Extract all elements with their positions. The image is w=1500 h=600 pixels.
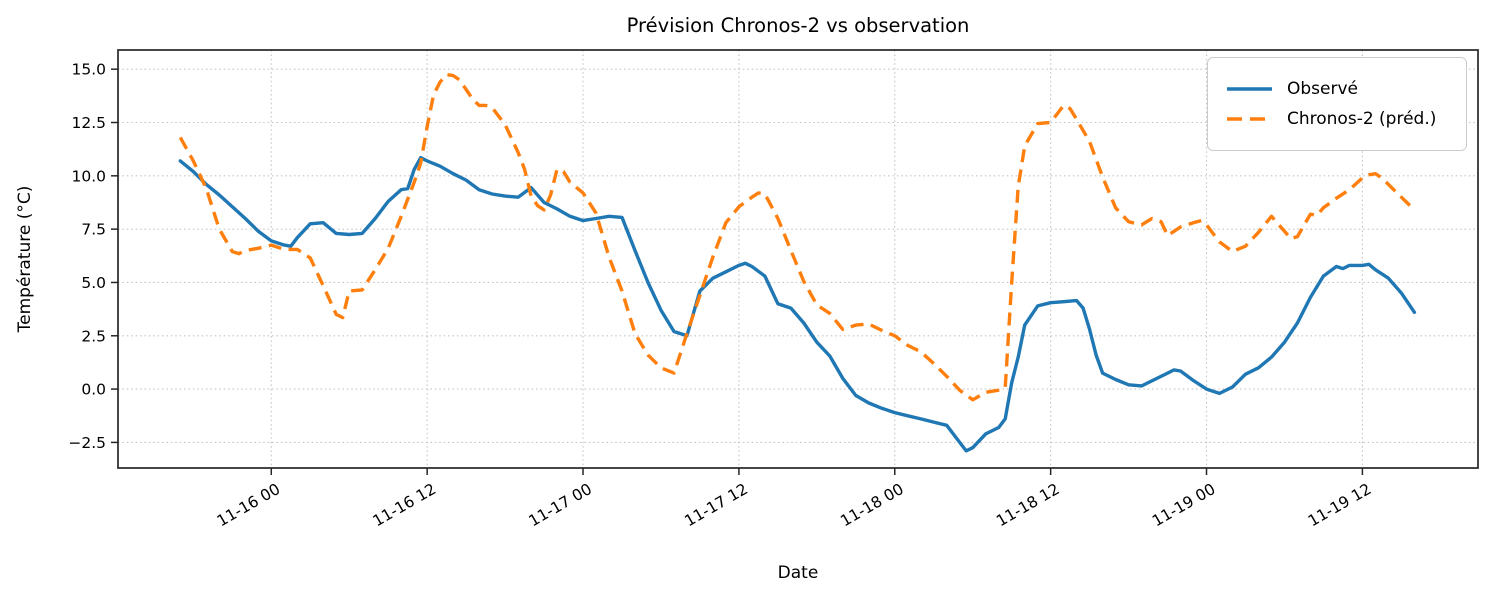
y-tick-label: 12.5: [71, 114, 106, 132]
legend-line-dashed-icon: [1227, 117, 1272, 121]
x-tick-label: 11-16 00: [214, 480, 283, 530]
legend-label-forecast: Chronos-2 (préd.): [1287, 109, 1437, 129]
axes-spines: [117, 49, 1479, 469]
x-tick-label: 11-16 12: [370, 480, 439, 530]
x-tick-label: 11-18 12: [993, 480, 1062, 530]
axis-ticks: 11-16 00 11-16 12 11-17 00 11-17 12 11-18 00…: [68, 61, 1374, 531]
gridlines: [118, 50, 1478, 468]
y-axis-label: Température (°C): [15, 186, 35, 334]
y-tick-label: 7.5: [81, 221, 106, 239]
x-tick-label: 11-19 00: [1149, 480, 1218, 530]
y-tick-label: −2.5: [68, 434, 106, 452]
forecast-line: [178, 72, 1416, 402]
x-tick-label: 11-17 12: [682, 480, 751, 530]
x-tick-label: 11-18 00: [837, 480, 906, 530]
y-tick-label: 5.0: [81, 274, 106, 292]
y-tick-label: 2.5: [81, 327, 106, 345]
legend-label-observe: Observé: [1287, 79, 1358, 99]
x-tick-label: 11-17 00: [526, 480, 595, 530]
y-tick-label: 10.0: [71, 167, 106, 185]
plot-border: [117, 49, 1479, 469]
x-tick-label: 11-19 12: [1305, 480, 1374, 530]
legend-line-solid-icon: [1227, 87, 1272, 91]
legend: Observé Chronos-2 (préd.): [1207, 57, 1467, 151]
legend-item-forecast: Chronos-2 (préd.): [1226, 109, 1466, 129]
legend-item-observe: Observé: [1226, 79, 1466, 99]
y-tick-label: 15.0: [71, 61, 106, 79]
observed-line: [178, 155, 1417, 453]
chart-title: Prévision Chronos-2 vs observation: [627, 14, 970, 37]
y-tick-label: 0.0: [81, 381, 106, 399]
data-series: [178, 72, 1417, 453]
x-axis-label: Date: [778, 563, 819, 583]
